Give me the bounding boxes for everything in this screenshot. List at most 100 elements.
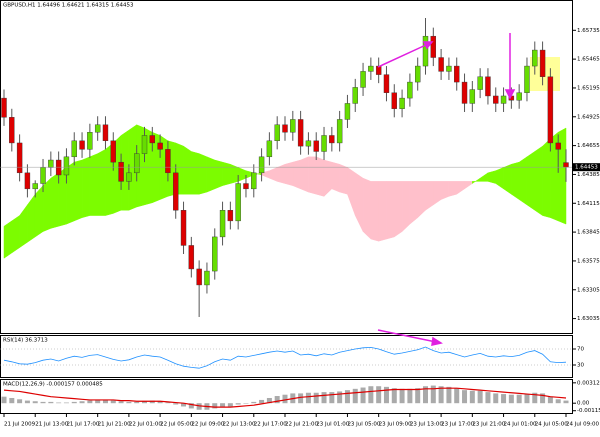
y-tick-label: 30 [577, 363, 584, 369]
macd-bar [32, 401, 38, 404]
y-tick-label: -0.00115 [577, 408, 600, 414]
candle-body [360, 71, 366, 88]
cloud-segment [42, 177, 52, 232]
y-tick-label: 1.64115 [577, 201, 600, 207]
macd-bar [532, 392, 538, 404]
x-tick-label: 22 Jul 21:00 [285, 422, 318, 428]
cloud-segment [11, 215, 20, 254]
candle-body [461, 81, 468, 104]
macd-bar [87, 400, 93, 404]
cloud-segment [97, 148, 106, 216]
macd-bar [430, 385, 436, 404]
macd-bar [462, 390, 468, 404]
arrow-head [422, 41, 434, 50]
cloud-segment [50, 172, 59, 229]
cloud-segment [191, 151, 200, 195]
cloud-segment [81, 156, 91, 219]
candle-body [180, 210, 187, 246]
y-tick-label: 1.63575 [577, 258, 600, 264]
candle-body [329, 135, 335, 144]
y-tick-label: 0.00 [577, 401, 590, 407]
macd-bar [79, 401, 85, 404]
macd-bar [337, 391, 343, 404]
macd-bar [352, 388, 358, 404]
macd-bar [298, 393, 304, 404]
macd-bar [17, 399, 23, 404]
macd-bar [157, 401, 163, 404]
cloud-segment [89, 153, 98, 216]
macd-bar [415, 388, 421, 404]
candle-body [493, 95, 499, 104]
rsi-line [3, 346, 567, 369]
candle-body [79, 140, 85, 150]
chart-title: GBPUSD,H1 1.64496 1.64621 1.64315 1.6445… [3, 3, 134, 9]
candle-body [24, 172, 31, 190]
macd-bar [102, 399, 108, 404]
macd-bar [321, 392, 327, 404]
trend-arrow [377, 43, 429, 68]
candle-body [87, 132, 93, 150]
candle-body [266, 140, 273, 158]
candle-body [336, 119, 343, 144]
macd-bar [454, 388, 460, 404]
macd-bar [477, 390, 483, 404]
candle-body [547, 76, 554, 144]
macd-bar [188, 403, 194, 409]
x-tick-label: 23 Jul 13:00 [410, 422, 443, 428]
cloud-segment [542, 138, 551, 219]
macd-bar [118, 401, 124, 404]
candle-body [414, 65, 421, 83]
macd-bar [1, 396, 7, 404]
annotations [377, 33, 516, 346]
cloud-segment [526, 151, 536, 211]
macd-bar [212, 403, 218, 409]
cloud-segment [370, 181, 379, 242]
y-tick-label: 1.65735 [577, 28, 600, 34]
x-tick-label: 24 Jul 09:00 [566, 422, 599, 428]
macd-bar [282, 394, 288, 404]
signal-line [3, 387, 567, 408]
candle-body [391, 92, 397, 109]
cloud-segment [386, 181, 395, 240]
macd-bar [134, 401, 140, 404]
macd-bar [48, 401, 54, 404]
cloud-segment [401, 181, 411, 233]
candle-body [243, 183, 249, 190]
x-tick-label: 22 Jul 01:00 [129, 422, 162, 428]
macd-bar [149, 400, 155, 404]
cloud-segment [74, 159, 83, 222]
candle-body [454, 65, 460, 83]
candle-body [188, 245, 195, 270]
macd-bar [40, 401, 46, 404]
candle-body [141, 135, 148, 154]
candle-body [313, 140, 319, 152]
cloud-segment [292, 159, 301, 190]
cloud-segment [448, 181, 457, 197]
macd-bar [9, 397, 15, 404]
candle-body [118, 161, 124, 182]
macd-bar [56, 402, 62, 404]
y-tick-label: 1.64385 [577, 172, 600, 178]
macd-bar [196, 403, 202, 410]
cloud-segment [425, 181, 434, 211]
candle-body [55, 159, 62, 176]
arrow-head [504, 89, 516, 100]
macd-bar [227, 403, 233, 407]
candle-body [40, 167, 46, 184]
cloud-segment [308, 156, 317, 195]
macd-bar [391, 388, 397, 404]
macd-bar [274, 396, 280, 404]
candle-body [219, 210, 226, 238]
candle-body [282, 124, 288, 133]
candle-body [305, 140, 312, 147]
candle-body [383, 74, 390, 93]
macd-bar [181, 403, 187, 407]
cloud-segment [3, 220, 13, 259]
candle-body [204, 270, 210, 286]
macd-bar [438, 386, 444, 404]
cloud-segment [331, 161, 340, 193]
macd-bar [243, 403, 249, 404]
macd-bar [344, 390, 350, 404]
candle-body [133, 153, 140, 174]
candle-body [368, 65, 374, 72]
